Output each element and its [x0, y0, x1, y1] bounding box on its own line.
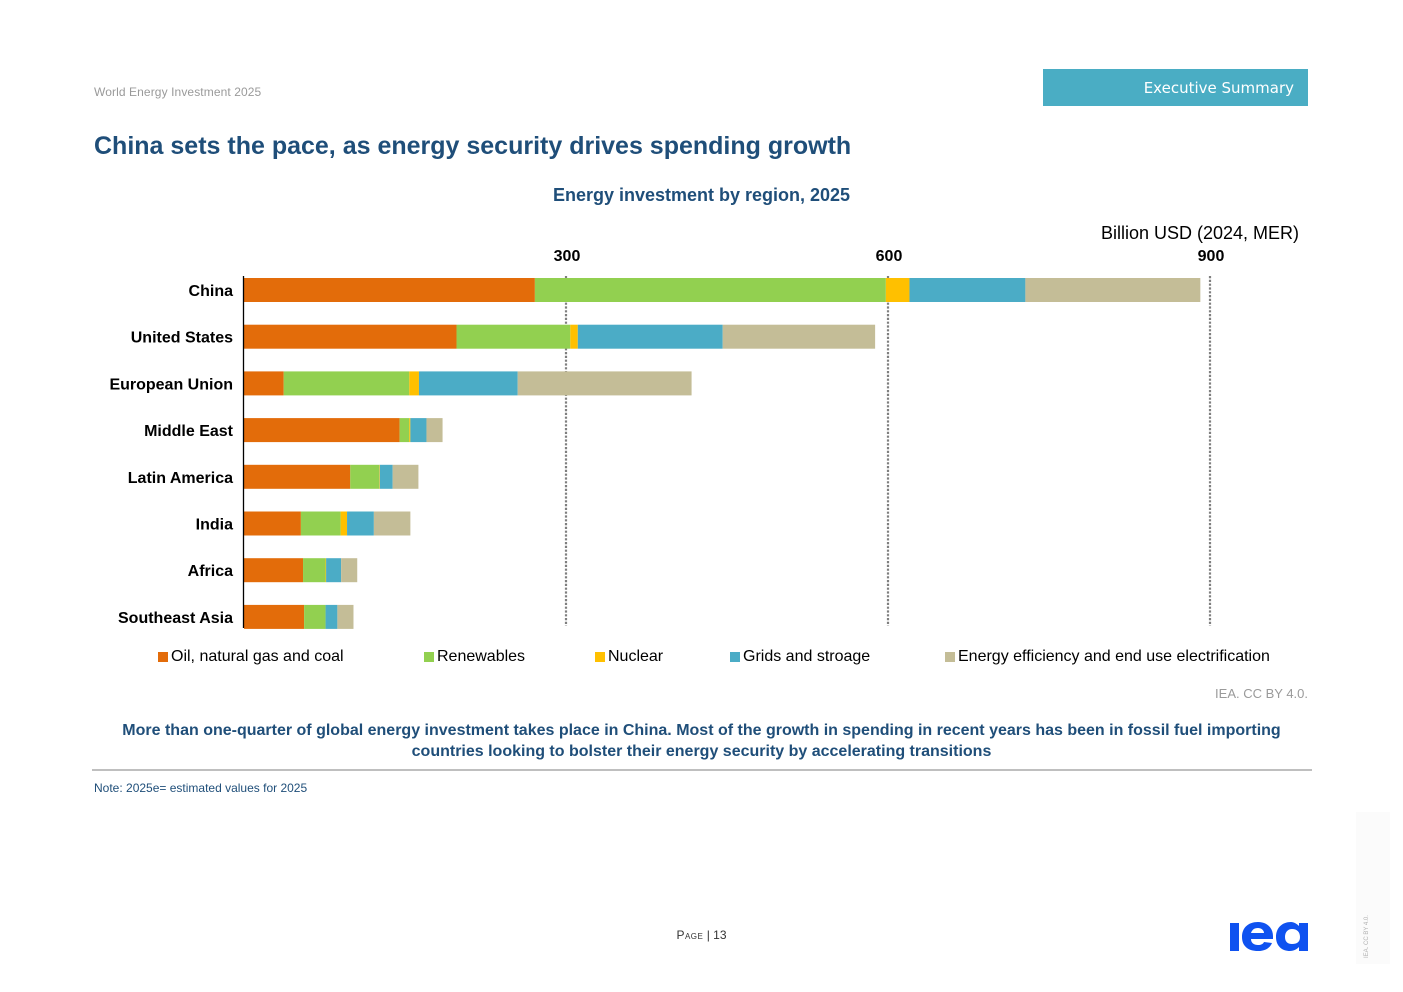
bar-group-united-states	[244, 324, 876, 349]
legend-item: Nuclear	[595, 648, 663, 666]
x-tick-label: 600	[876, 248, 903, 265]
bar-segment	[392, 464, 419, 489]
bar-segment	[244, 278, 535, 302]
x-tick-label: 900	[1198, 248, 1225, 265]
bar-segment	[244, 511, 301, 536]
bar-segment	[426, 418, 443, 443]
bar-segment	[283, 371, 410, 396]
legend-swatch-icon	[945, 652, 955, 662]
category-label: China	[189, 283, 234, 300]
legend-swatch-icon	[158, 652, 168, 662]
report-title: World Energy Investment 2025	[94, 85, 262, 99]
bar-segment	[909, 278, 1026, 302]
bar-segment	[534, 278, 886, 302]
legend-swatch-icon	[595, 652, 605, 662]
x-tick-label: 300	[554, 248, 581, 265]
bar-segment	[350, 464, 380, 489]
bar-segment	[570, 324, 578, 349]
bar-segment	[456, 324, 571, 349]
bar-segment	[340, 511, 348, 536]
legend-label: Nuclear	[608, 648, 664, 665]
bar-segment	[722, 324, 876, 349]
bar-segment	[399, 418, 410, 443]
bar-group-middle-east	[244, 418, 443, 443]
legend-label: Renewables	[437, 648, 526, 665]
page-label: Page	[676, 928, 704, 942]
legend-label: Oil, natural gas and coal	[171, 648, 344, 665]
bar-segment	[373, 511, 411, 536]
bar-segment	[244, 371, 284, 396]
category-label: Africa	[188, 563, 233, 580]
bar-segment	[885, 278, 910, 302]
bar-segment	[304, 604, 326, 629]
bar-segment	[418, 371, 518, 396]
category-label: European Union	[109, 376, 233, 393]
section-label: Executive Summary	[1143, 78, 1294, 97]
bar-group-india	[244, 511, 411, 536]
page-title: China sets the pace, as energy security …	[94, 132, 852, 160]
legend-item: Renewables	[424, 648, 525, 666]
side-credit: IEA. CC BY 4.0.	[1356, 812, 1390, 964]
bar-segment	[244, 464, 351, 489]
legend-swatch-icon	[424, 652, 434, 662]
legend-label: Grids and stroage	[743, 648, 871, 665]
chart-caption: More than one-quarter of global energy i…	[122, 722, 1281, 760]
category-label: Latin America	[128, 470, 233, 487]
divider	[92, 769, 1312, 771]
bar-segment	[409, 371, 419, 396]
legend-item: Grids and stroage	[730, 648, 870, 666]
unit-label: Billion USD (2024, MER)	[1101, 223, 1299, 243]
bar-segment	[325, 604, 338, 629]
bar-group-latin-america	[244, 464, 419, 489]
legend-swatch-icon	[730, 652, 740, 662]
bar-segment	[410, 418, 427, 443]
bar-segment	[244, 558, 304, 583]
bar-segment	[300, 511, 341, 536]
page-number-value: 13	[713, 928, 727, 942]
bar-segment	[379, 464, 380, 489]
bar-segment	[337, 604, 354, 629]
bar-segment	[1025, 278, 1201, 302]
legend-label: Energy efficiency and end use electrific…	[958, 648, 1270, 665]
bar-segment	[325, 558, 327, 583]
category-label: Middle East	[144, 423, 234, 440]
legend-item: Energy efficiency and end use electrific…	[945, 648, 1270, 666]
bar-segment	[244, 418, 400, 443]
chart-title: Energy investment by region, 2025	[552, 185, 851, 205]
bar-segment	[244, 324, 457, 349]
category-label: United States	[131, 330, 233, 347]
category-label: India	[196, 517, 233, 534]
bar-segment	[347, 511, 374, 536]
bar-group-european-union	[244, 371, 692, 396]
legend: Oil, natural gas and coal Renewables Nucle…	[0, 648, 1403, 670]
category-label: Southeast Asia	[118, 610, 233, 627]
bar-group-africa	[244, 558, 358, 583]
bar-group-southeast-asia	[244, 604, 354, 629]
bar-segment	[303, 558, 326, 583]
iea-logo-icon	[1230, 922, 1308, 951]
bar-segment	[517, 371, 692, 396]
bar-group-china	[244, 278, 1201, 302]
bar-segment	[341, 558, 358, 583]
bar-segment	[379, 464, 393, 489]
legend-item: Oil, natural gas and coal	[158, 648, 344, 666]
bar-segment	[326, 558, 342, 583]
side-credit-text: IEA. CC BY 4.0.	[1364, 915, 1370, 958]
bar-segment	[577, 324, 723, 349]
section-tab: Executive Summary	[1043, 69, 1308, 106]
credit: IEA. CC BY 4.0.	[1215, 686, 1308, 701]
bar-segment	[244, 604, 305, 629]
note: Note: 2025e= estimated values for 2025	[94, 781, 308, 795]
bar-segment	[409, 418, 411, 443]
page-number: Page | 13	[676, 928, 727, 942]
